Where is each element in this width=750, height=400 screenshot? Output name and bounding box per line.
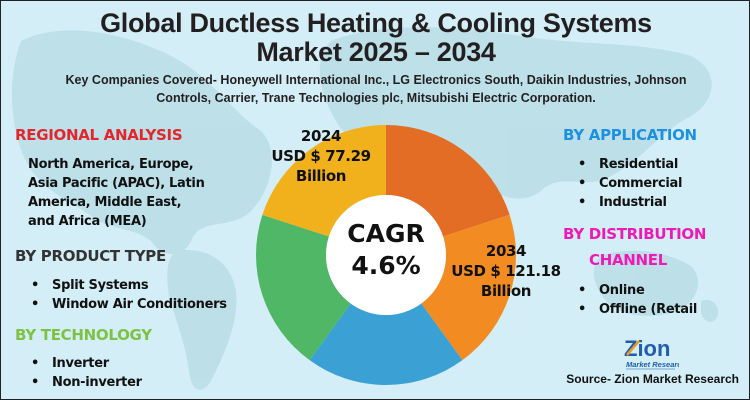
title-line-2: Market 2025 – 2034 [256, 37, 496, 67]
region-line: America, Middle East, [28, 195, 182, 210]
list-item: Online [578, 281, 697, 300]
market-2034-year: 2034 [485, 242, 527, 260]
logo-tagline: Market Research [626, 360, 679, 369]
distribution-list: Online Offline (Retail [578, 281, 697, 319]
key-companies-line-2: Controls, Carrier, Trane Technologies pl… [156, 91, 596, 105]
list-item: Industrial [578, 193, 682, 212]
regional-analysis-text: North America, Europe, Asia Pacific (APA… [28, 155, 205, 231]
cagr-value: 4.6% [351, 251, 421, 280]
product-type-list: Split Systems Window Air Conditioners [31, 276, 227, 314]
application-list: Residential Commercial Industrial [578, 155, 682, 212]
donut-slice [309, 303, 463, 385]
key-companies: Key Companies Covered- Honeywell Interna… [41, 71, 711, 107]
technology-heading: BY TECHNOLOGY [15, 326, 152, 344]
market-2024-label: 2024 USD $ 77.29 Billion [256, 126, 386, 186]
distribution-heading-line-2: CHANNEL [589, 251, 667, 269]
donut-hole [326, 195, 446, 315]
market-2024-unit: Billion [295, 167, 347, 185]
market-2034-value: USD $ 121.18 [451, 262, 561, 280]
product-type-heading: BY PRODUCT TYPE [15, 247, 166, 265]
application-heading: BY APPLICATION [563, 126, 697, 144]
list-item: Residential [578, 155, 682, 174]
zion-logo: Zion Market Research [624, 336, 679, 370]
title-line-1: Global Ductless Heating & Cooling System… [100, 8, 652, 38]
list-item: Split Systems [31, 276, 227, 295]
region-line: and Africa (MEA) [28, 214, 147, 229]
region-line: Asia Pacific (APAC), Latin [28, 176, 205, 191]
donut-slice [421, 214, 516, 361]
list-item: Inverter [31, 354, 142, 373]
donut-slice [386, 125, 510, 237]
market-2034-label: 2034 USD $ 121.18 Billion [441, 241, 571, 301]
list-item: Offline (Retail [578, 300, 697, 319]
source-note: Source- Zion Market Research [566, 372, 739, 386]
market-2024-year: 2024 [300, 127, 342, 145]
list-item: Commercial [578, 174, 682, 193]
key-companies-line-1: Key Companies Covered- Honeywell Interna… [65, 73, 687, 87]
market-2024-value: USD $ 77.29 [271, 147, 371, 165]
market-2034-unit: Billion [480, 282, 532, 300]
cagr-center: CAGR 4.6% [326, 195, 446, 315]
technology-list: Inverter Non-inverter [31, 354, 142, 392]
list-item: Non-inverter [31, 373, 142, 392]
donut-chart [256, 125, 516, 385]
list-item: Window Air Conditioners [31, 295, 227, 314]
chart-title: Global Ductless Heating & Cooling System… [1, 8, 749, 67]
distribution-heading-line-1: BY DISTRIBUTION [563, 225, 707, 243]
region-line: North America, Europe, [28, 157, 194, 172]
cagr-label: CAGR [347, 219, 425, 248]
donut-slice [262, 125, 386, 237]
donut-slice [256, 214, 351, 361]
regional-analysis-heading: REGIONAL ANALYSIS [15, 126, 183, 144]
